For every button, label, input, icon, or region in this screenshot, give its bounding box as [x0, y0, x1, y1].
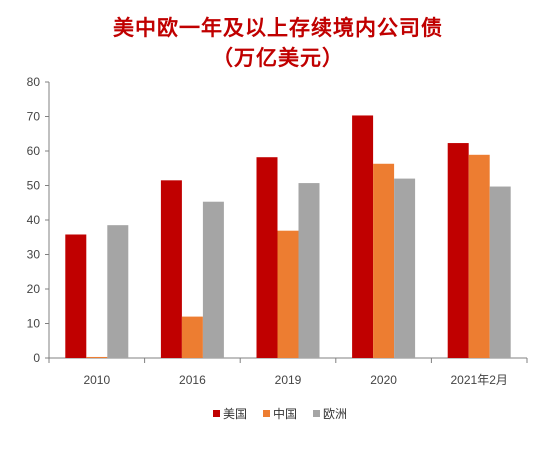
x-tick-label: 2010: [83, 373, 110, 387]
bar-europe-4: [489, 186, 511, 358]
bar-us-3: [352, 115, 374, 358]
x-tick-label: 2016: [179, 373, 206, 387]
y-tick-label: 10: [27, 317, 41, 331]
y-tick-label: 40: [27, 213, 41, 227]
bar-china-0: [86, 356, 108, 358]
bar-china-4: [468, 154, 490, 358]
bar-china-3: [373, 163, 395, 358]
bar-us-0: [65, 234, 87, 358]
y-tick-label: 30: [27, 248, 41, 262]
legend-label: 中国: [273, 406, 297, 421]
legend-label: 美国: [223, 407, 247, 421]
legend-swatch: [213, 410, 220, 417]
bar-china-1: [181, 316, 203, 358]
y-tick-label: 80: [27, 75, 41, 89]
legend-swatch: [313, 410, 320, 417]
x-tick-label: 2019: [275, 373, 302, 387]
chart-subtitle: （万亿美元）: [212, 45, 344, 70]
bar-china-2: [277, 230, 299, 358]
legend-label: 欧洲: [323, 407, 347, 421]
y-tick-label: 20: [27, 282, 41, 296]
x-tick-label: 2021年2月: [451, 373, 508, 387]
bar-europe-2: [298, 183, 320, 358]
x-tick-label: 2020: [370, 373, 397, 387]
y-tick-label: 70: [27, 110, 41, 124]
bar-us-4: [447, 143, 469, 358]
bar-europe-0: [107, 225, 129, 358]
bar-europe-3: [394, 178, 416, 358]
y-tick-label: 0: [33, 351, 40, 365]
chart-title: 美中欧一年及以上存续境内公司债: [113, 15, 443, 40]
bar-us-1: [160, 180, 182, 358]
y-tick-label: 50: [27, 179, 41, 193]
legend-swatch: [263, 410, 270, 417]
bar-europe-1: [202, 201, 224, 358]
y-tick-label: 60: [27, 144, 41, 158]
bar-us-2: [256, 157, 278, 358]
